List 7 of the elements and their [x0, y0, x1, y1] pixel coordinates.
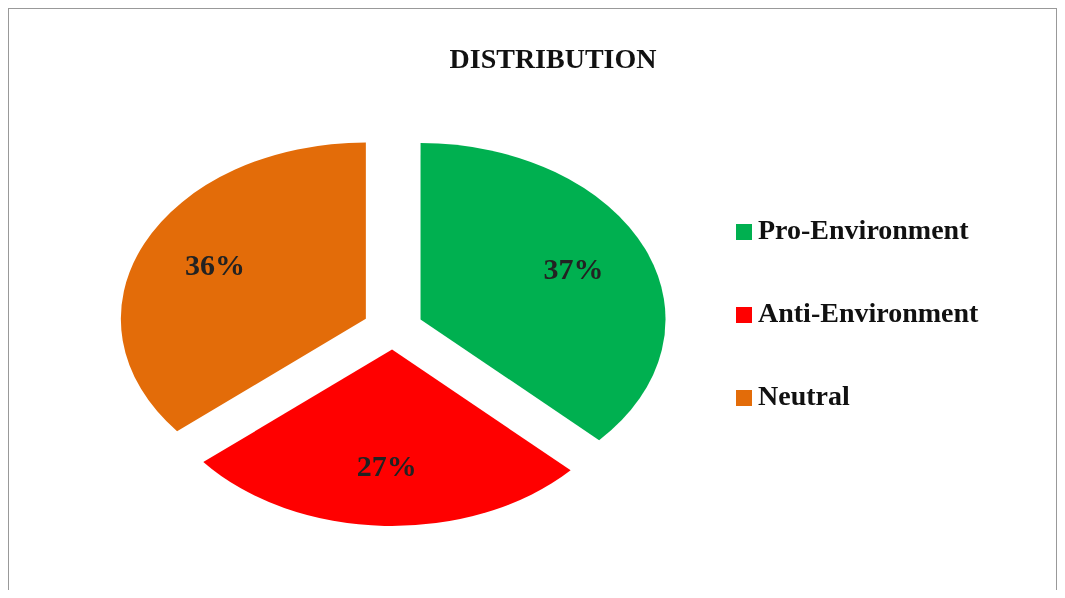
legend-label: Neutral	[758, 380, 850, 412]
data-label: 36%	[185, 247, 246, 281]
data-label: 37%	[543, 251, 604, 285]
data-label: 27%	[356, 449, 417, 483]
legend-label: Anti-Environment	[758, 297, 980, 329]
legend-label: Pro-Environment	[758, 214, 970, 246]
chart-title: DISTRIBUTION	[449, 43, 657, 74]
